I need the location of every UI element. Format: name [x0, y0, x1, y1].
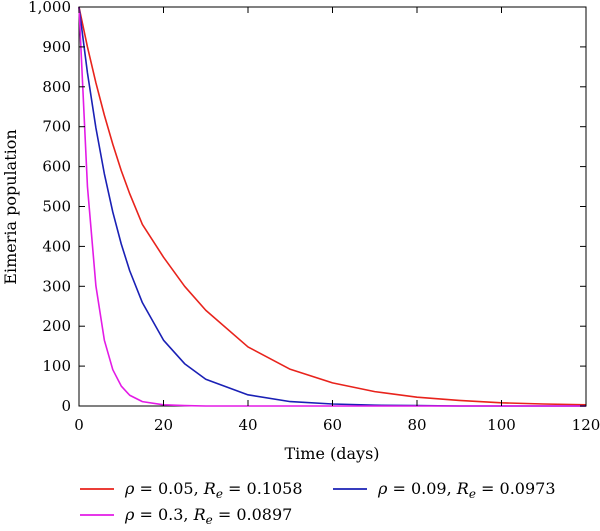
- y-tick-label: 1,000: [28, 0, 71, 16]
- series-line: [78, 6, 586, 407]
- plot-frame: [78, 6, 587, 407]
- legend-label: ρ = 0.09, Re = 0.0973: [377, 479, 556, 501]
- series-line: [78, 6, 587, 406]
- x-tick-label: 100: [487, 416, 516, 434]
- y-tick-label: 300: [42, 277, 71, 295]
- x-tick-label: 80: [407, 416, 426, 434]
- plot-area: [78, 6, 587, 407]
- ticks-layer: 0 20 40 60 80 100 120 0 100 200 300 400 500 600 700 800…: [28, 0, 600, 434]
- y-tick-label: 500: [42, 198, 71, 216]
- y-tick-label: 200: [42, 317, 71, 335]
- y-tick-label: 0: [61, 397, 71, 415]
- series-line: [78, 6, 586, 407]
- y-tick-label: 700: [42, 118, 71, 136]
- series-layer: [78, 6, 587, 407]
- x-tick-label: 0: [74, 416, 84, 434]
- x-tick-label: 40: [238, 416, 257, 434]
- y-tick-label: 800: [42, 78, 71, 96]
- x-tick-label: 120: [572, 416, 600, 434]
- y-tick-label: 100: [42, 357, 71, 375]
- legend: ρ = 0.05, Re = 0.1058 ρ = 0.09, Re = 0.09…: [80, 479, 556, 527]
- x-axis-label: Time (days): [284, 444, 379, 463]
- legend-label: ρ = 0.05, Re = 0.1058: [124, 479, 303, 501]
- y-tick-label: 600: [42, 158, 71, 176]
- legend-label: ρ = 0.3, Re = 0.0897: [124, 505, 292, 527]
- x-tick-label: 60: [323, 416, 342, 434]
- y-axis-label: Eimeria population: [1, 129, 20, 284]
- y-tick-label: 400: [42, 237, 71, 255]
- y-tick-label: 900: [42, 38, 71, 56]
- x-tick-label: 20: [154, 416, 173, 434]
